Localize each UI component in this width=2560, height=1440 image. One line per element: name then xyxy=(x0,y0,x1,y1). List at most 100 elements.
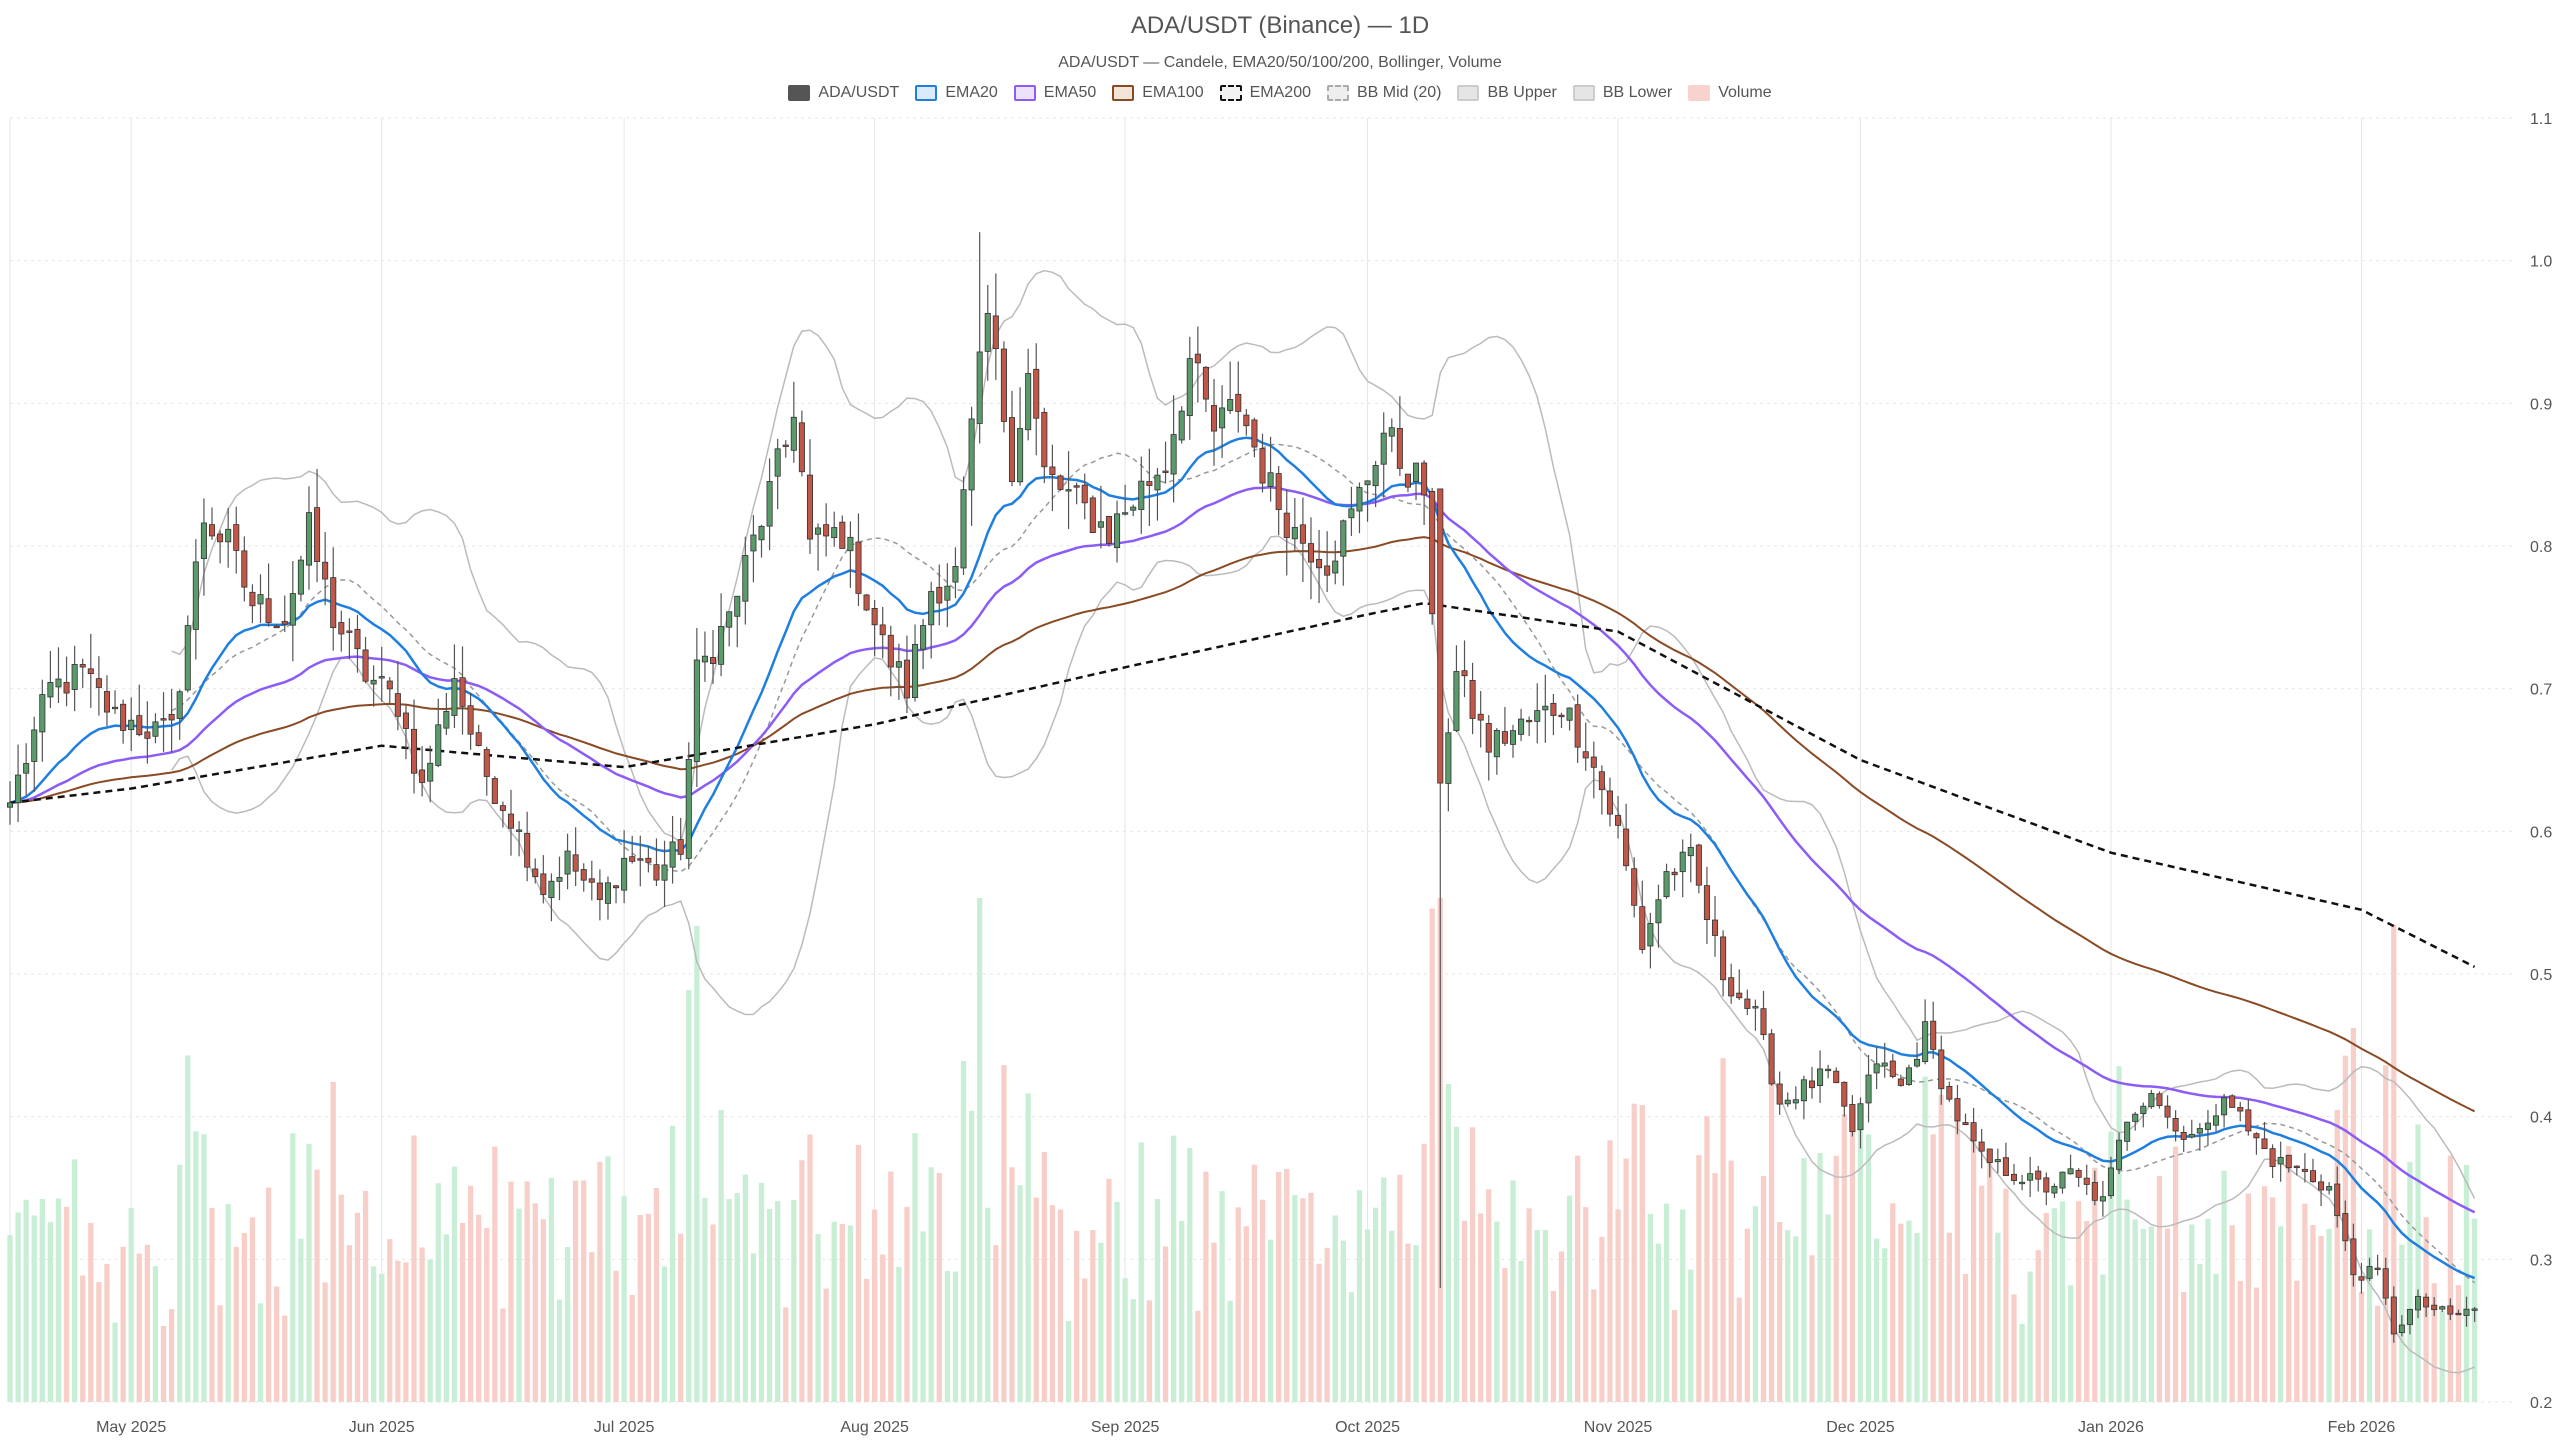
volume-bar xyxy=(1170,1135,1177,1402)
candle-body xyxy=(2051,1185,2058,1194)
candle-body xyxy=(330,577,337,629)
volume-bar xyxy=(193,1131,199,1402)
candle-body xyxy=(645,857,652,863)
candle-body xyxy=(2237,1107,2244,1112)
volume-bar xyxy=(726,1199,732,1402)
candle-body xyxy=(613,885,620,889)
volume-bar xyxy=(2189,1224,2195,1402)
legend-swatch xyxy=(1688,85,1711,101)
candle-body xyxy=(249,591,256,607)
volume-bar xyxy=(791,1199,797,1402)
y-tick-label: 0.7 xyxy=(2530,682,2552,699)
legend-swatch xyxy=(1572,85,1595,101)
candle-body xyxy=(1914,1058,1921,1067)
volume-bar xyxy=(249,1217,256,1402)
volume-bar xyxy=(1882,1248,1888,1402)
candle-body xyxy=(1679,851,1686,873)
candle-body xyxy=(1461,670,1468,677)
volume-bar xyxy=(2084,1221,2090,1402)
volume-bar xyxy=(1413,1245,1419,1402)
candle-body xyxy=(338,622,345,635)
candle-body xyxy=(2188,1133,2195,1138)
volume-bar xyxy=(1033,1197,1039,1402)
candle-body xyxy=(637,858,644,861)
candle-body xyxy=(1017,428,1024,483)
volume-bar xyxy=(1615,1209,1621,1402)
candle-body xyxy=(629,856,636,862)
volume-bar xyxy=(1469,1127,1476,1402)
legend-label: EMA50 xyxy=(1043,84,1097,101)
candle-body xyxy=(1267,472,1274,487)
candle-body xyxy=(120,703,127,731)
candle-body xyxy=(507,813,515,829)
candle-body xyxy=(863,594,870,611)
volume-bar xyxy=(1276,1171,1282,1402)
legend-item[interactable]: EMA200 xyxy=(1219,84,1311,102)
candle-body xyxy=(1235,393,1242,412)
legend-item[interactable]: BB Mid (20) xyxy=(1327,84,1441,102)
candle-body xyxy=(1251,419,1258,448)
volume-bar xyxy=(1486,1189,1492,1402)
volume-bar xyxy=(1526,1208,1532,1402)
volume-bar xyxy=(1987,1159,1993,1402)
legend-item[interactable]: BB Upper xyxy=(1457,84,1557,102)
candle-body xyxy=(920,625,927,650)
volume-bar xyxy=(831,1221,837,1402)
candle-body xyxy=(1219,407,1226,429)
volume-bar xyxy=(2334,1109,2340,1402)
candle-body xyxy=(2019,1181,2026,1185)
bollinger-bands xyxy=(170,269,2476,1374)
volume-bar xyxy=(2261,1186,2268,1402)
candle-body xyxy=(2027,1173,2034,1181)
candles xyxy=(6,232,2478,1343)
candle-body xyxy=(2277,1156,2284,1165)
candle-body xyxy=(1938,1049,1945,1090)
volume-bar xyxy=(1599,1236,1605,1402)
volume-bar xyxy=(484,1228,490,1402)
candle-body xyxy=(2342,1213,2349,1242)
candle-body xyxy=(411,728,418,774)
volume-bar xyxy=(233,1246,239,1402)
candle-body xyxy=(556,877,563,882)
legend-item[interactable]: EMA100 xyxy=(1112,84,1204,102)
candle-body xyxy=(1025,373,1032,431)
candle-body xyxy=(192,561,199,630)
legend-label: BB Upper xyxy=(1487,84,1557,101)
candle-body xyxy=(112,706,119,710)
volume-bar xyxy=(185,1055,191,1402)
candle-body xyxy=(1057,475,1064,490)
volume-bar xyxy=(209,1207,215,1402)
volume-bar xyxy=(1647,1213,1653,1402)
legend-item[interactable]: EMA20 xyxy=(915,84,998,102)
candle-body xyxy=(2132,1113,2139,1122)
volume-bar xyxy=(274,1286,280,1402)
candle-body xyxy=(1808,1080,1816,1089)
volume-bar xyxy=(379,1273,385,1402)
legend-swatch xyxy=(1457,85,1480,101)
volume-bar xyxy=(1429,908,1435,1402)
candle-body xyxy=(1550,702,1557,716)
volume-bar xyxy=(993,1245,999,1402)
volume-bar xyxy=(2140,1229,2146,1402)
legend-item[interactable]: Volume xyxy=(1688,84,1772,102)
candle-body xyxy=(1348,508,1355,519)
candle-body xyxy=(2116,1139,2123,1170)
candle-body xyxy=(1905,1067,1912,1085)
volume-bar xyxy=(613,1270,619,1402)
volume-bar xyxy=(47,1222,54,1402)
volume-bar xyxy=(1195,1310,1201,1402)
candle-body xyxy=(1501,731,1508,744)
candle-body xyxy=(1041,411,1048,468)
volume-bar xyxy=(1025,1093,1031,1402)
legend-item[interactable]: ADA/USDT xyxy=(788,84,899,102)
volume-bar xyxy=(2003,1188,2009,1402)
candle-body xyxy=(1897,1078,1904,1086)
candle-body xyxy=(2350,1238,2357,1276)
candle-body xyxy=(2010,1173,2018,1181)
candle-body xyxy=(1380,432,1387,465)
candle-body xyxy=(1930,1020,1937,1050)
legend-item[interactable]: BB Lower xyxy=(1572,84,1672,102)
legend-item[interactable]: EMA50 xyxy=(1013,84,1097,102)
legend-swatch xyxy=(1013,85,1036,101)
volume-bar xyxy=(144,1244,150,1402)
